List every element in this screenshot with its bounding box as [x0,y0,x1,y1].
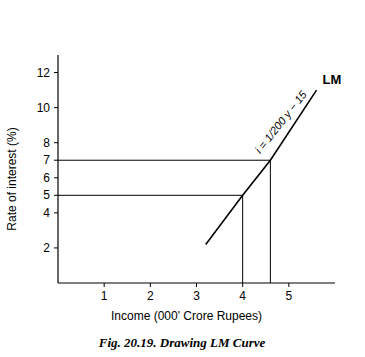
y-tick-label: 5 [43,188,50,202]
y-tick [54,247,58,248]
y-tick-label: 4 [43,206,50,220]
y-tick-label: 12 [37,66,51,80]
x-tick-label: 2 [147,289,154,303]
y-tick [54,160,58,161]
x-tick-label: 4 [239,289,246,303]
x-tick [150,283,151,287]
annotation: i = 1/200 y − 15 [253,88,310,156]
x-tick-label: 5 [285,289,292,303]
y-axis [57,55,58,283]
x-tick [242,283,243,287]
chart: 123452456781012Income (000' Crore Rupees… [0,0,365,357]
caption: Fig. 20.19. Drawing LM Curve [98,335,266,350]
y-tick [54,177,58,178]
series-label: LM [323,72,342,87]
y-tick-label: 6 [43,171,50,185]
y-tick [54,72,58,73]
x-tick [104,283,105,287]
y-tick-label: 8 [43,136,50,150]
y-tick-label: 7 [43,153,50,167]
y-tick-label: 2 [43,241,50,255]
x-tick-label: 3 [193,289,200,303]
y-tick-label: 10 [37,101,51,115]
guide-horizontal [58,195,243,196]
x-axis-label: Income (000' Crore Rupees) [111,309,262,323]
y-axis-label: Rate of interest (%) [5,127,19,230]
guide-vertical [242,195,243,283]
guide-horizontal [58,160,270,161]
x-tick [196,283,197,287]
x-tick [288,283,289,287]
x-tick-label: 1 [101,289,108,303]
y-tick [54,212,58,213]
guide-vertical [270,160,271,283]
lm-line [206,90,317,244]
y-tick [54,142,58,143]
y-tick [54,107,58,108]
y-tick [54,195,58,196]
